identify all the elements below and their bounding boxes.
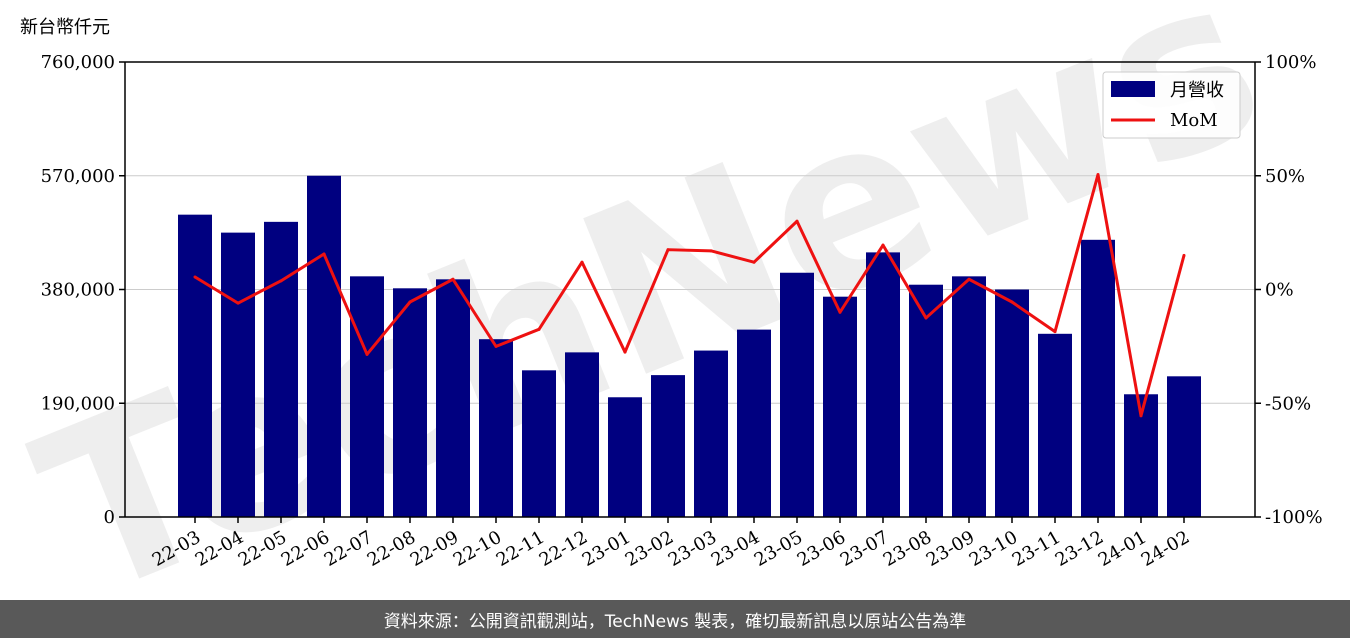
mom-point — [537, 327, 541, 331]
right-tick-label: 50% — [1265, 166, 1305, 187]
mom-point — [881, 243, 885, 247]
revenue-bar — [522, 370, 556, 517]
left-tick-label: 380,000 — [41, 280, 115, 301]
revenue-bar — [436, 279, 470, 517]
mom-line — [194, 173, 1186, 418]
right-tick-label: 0% — [1265, 280, 1294, 301]
mom-point — [666, 248, 670, 252]
revenue-bar — [866, 252, 900, 517]
legend-bar-swatch — [1111, 81, 1155, 97]
revenue-bar — [995, 289, 1029, 517]
revenue-bar — [350, 276, 384, 517]
x-tick-label: 23-10 — [966, 527, 1021, 571]
x-tick-label: 22-11 — [493, 527, 548, 571]
left-tick-label: 570,000 — [41, 166, 115, 187]
right-tick-label: -50% — [1265, 393, 1311, 414]
mom-point — [752, 260, 756, 264]
source-footer: 資料來源：公開資訊觀測站，TechNews 製表，確切最新訊息以原站公告為準 — [0, 600, 1350, 638]
mom-point — [193, 275, 197, 279]
x-tick-label: 23-06 — [794, 527, 849, 571]
mom-point — [451, 277, 455, 281]
revenue-bar — [565, 352, 599, 517]
x-tick-label: 23-03 — [665, 527, 720, 571]
mom-point — [838, 310, 842, 314]
mom-point — [623, 350, 627, 354]
revenue-bar — [479, 339, 513, 517]
x-tick-label: 22-09 — [407, 527, 462, 571]
x-tick-label: 23-02 — [622, 527, 677, 571]
revenue-bar — [178, 214, 212, 517]
revenue-bar — [651, 375, 685, 517]
revenue-bar — [1038, 333, 1072, 517]
bar-series — [178, 175, 1201, 517]
left-tick-label: 0 — [104, 507, 115, 528]
x-tick-label: 23-07 — [837, 527, 892, 571]
mom-point — [1182, 253, 1186, 257]
mom-point — [1096, 173, 1100, 177]
x-tick-label: 24-01 — [1095, 527, 1150, 571]
right-y-axis: -100% -50% 0% 50% 100% — [1255, 52, 1323, 528]
x-tick-label: 23-08 — [880, 527, 935, 571]
mom-point — [494, 344, 498, 348]
y-unit-label: 新台幣仟元 — [20, 17, 110, 38]
revenue-bar — [307, 175, 341, 517]
mom-point — [580, 260, 584, 264]
mom-point — [924, 316, 928, 320]
revenue-bar — [952, 276, 986, 517]
mom-point — [408, 300, 412, 304]
revenue-bar — [221, 232, 255, 517]
right-tick-label: 100% — [1265, 52, 1316, 73]
mom-point — [709, 249, 713, 253]
mom-point — [1139, 414, 1143, 418]
x-tick-label: 23-11 — [1009, 527, 1064, 571]
revenue-bar — [608, 397, 642, 517]
legend-label-revenue: 月營收 — [1170, 80, 1224, 101]
x-tick-label: 24-02 — [1138, 527, 1193, 571]
revenue-bar — [694, 350, 728, 517]
mom-point — [322, 252, 326, 256]
mom-line-series — [193, 173, 1186, 418]
legend: 月營收 MoM — [1102, 71, 1241, 139]
left-y-axis: 0 190,000 380,000 570,000 760,000 — [41, 52, 125, 528]
legend-label-mom: MoM — [1170, 110, 1218, 131]
revenue-bar — [737, 329, 771, 517]
revenue-bar — [780, 272, 814, 517]
right-tick-label: -100% — [1265, 507, 1323, 528]
revenue-bar — [823, 296, 857, 517]
revenue-bar — [1167, 376, 1201, 517]
revenue-bar — [909, 284, 943, 517]
x-tick-label: 23-12 — [1052, 527, 1107, 571]
mom-point — [1010, 300, 1014, 304]
x-tick-label: 23-04 — [708, 527, 763, 571]
mom-point — [795, 219, 799, 223]
left-tick-label: 190,000 — [41, 393, 115, 414]
mom-point — [279, 279, 283, 283]
revenue-bar — [393, 288, 427, 517]
mom-point — [1053, 330, 1057, 334]
x-tick-label: 22-12 — [536, 527, 591, 571]
mom-point — [967, 277, 971, 281]
x-tick-label: 23-01 — [579, 527, 634, 571]
revenue-bar — [264, 221, 298, 517]
revenue-bar — [1081, 239, 1115, 517]
left-tick-label: 760,000 — [41, 52, 115, 73]
x-tick-label: 23-05 — [751, 527, 806, 571]
x-tick-label: 22-10 — [450, 527, 505, 571]
mom-point — [236, 301, 240, 305]
mom-point — [365, 352, 369, 356]
x-tick-label: 23-09 — [923, 527, 978, 571]
